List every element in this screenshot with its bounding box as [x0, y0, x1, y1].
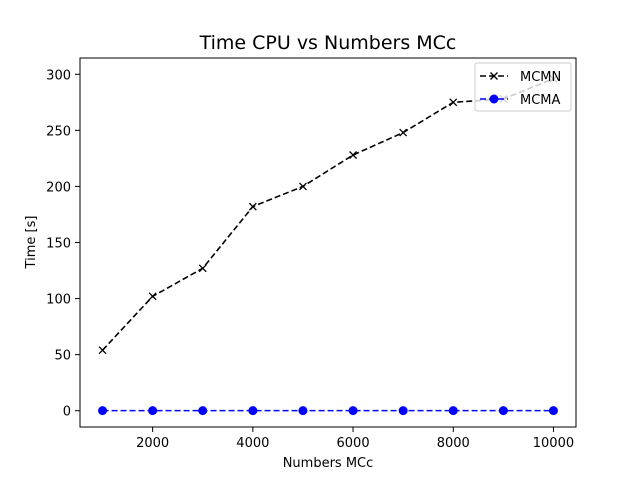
data-point-mcma — [448, 406, 458, 416]
legend-label-mcmn: MCMN — [520, 70, 561, 85]
data-point-mcmn — [98, 346, 107, 355]
plot-frame — [79, 57, 577, 428]
plot-area — [79, 57, 577, 428]
legend-item-mcmn: MCMN — [480, 70, 561, 85]
legend-marker-mcmn — [490, 72, 498, 80]
x-tick-label: 4000 — [236, 436, 269, 451]
data-point-mcmn — [198, 264, 207, 273]
x-tick-label: 6000 — [337, 436, 370, 451]
y-tick-label: 50 — [54, 349, 71, 364]
y-tick-label: 200 — [46, 180, 71, 195]
legend-label-mcma: MCMA — [520, 93, 561, 108]
x-tick-label: 2000 — [136, 436, 169, 451]
y-tick-label: 100 — [46, 293, 71, 308]
y-tick-label: 250 — [46, 124, 71, 139]
legend-marker-mcma — [489, 94, 499, 104]
y-axis: 0 50 100 150 200 250 300 — [46, 68, 80, 420]
series-mcmn — [98, 74, 558, 355]
data-point-mcma — [348, 406, 358, 416]
data-point-mcma — [198, 406, 208, 416]
y-axis-title: Time [s] — [24, 216, 39, 270]
data-point-mcma — [298, 406, 308, 416]
y-tick-label: 0 — [63, 405, 71, 420]
data-point-mcma — [548, 406, 558, 416]
x-axis: 2000 4000 6000 8000 10000 — [136, 427, 574, 451]
data-point-mcmn — [399, 128, 408, 137]
x-tick-label: 10000 — [533, 436, 574, 451]
data-point-mcma — [148, 406, 158, 416]
data-point-mcmn — [248, 202, 257, 211]
data-point-mcma — [98, 406, 108, 416]
series-line-mcmn — [101, 78, 554, 351]
data-point-mcmn — [349, 151, 358, 159]
data-point-mcmn — [298, 182, 307, 191]
legend: MCMN MCMA — [474, 62, 572, 112]
chart-title: Time CPU vs Numbers MCc — [199, 32, 457, 54]
data-point-mcma — [498, 406, 508, 416]
series-layer — [98, 74, 558, 416]
series-mcma — [98, 406, 558, 416]
x-tick-label: 8000 — [437, 436, 470, 451]
data-point-mcma — [398, 406, 408, 416]
y-tick-label: 150 — [46, 237, 71, 252]
legend-item-mcma: MCMA — [480, 93, 561, 108]
y-tick-label: 300 — [46, 68, 71, 83]
x-axis-title: Numbers MCc — [283, 456, 374, 471]
data-point-mcmn — [449, 98, 458, 107]
data-point-mcmn — [148, 292, 157, 301]
data-point-mcma — [248, 406, 258, 416]
